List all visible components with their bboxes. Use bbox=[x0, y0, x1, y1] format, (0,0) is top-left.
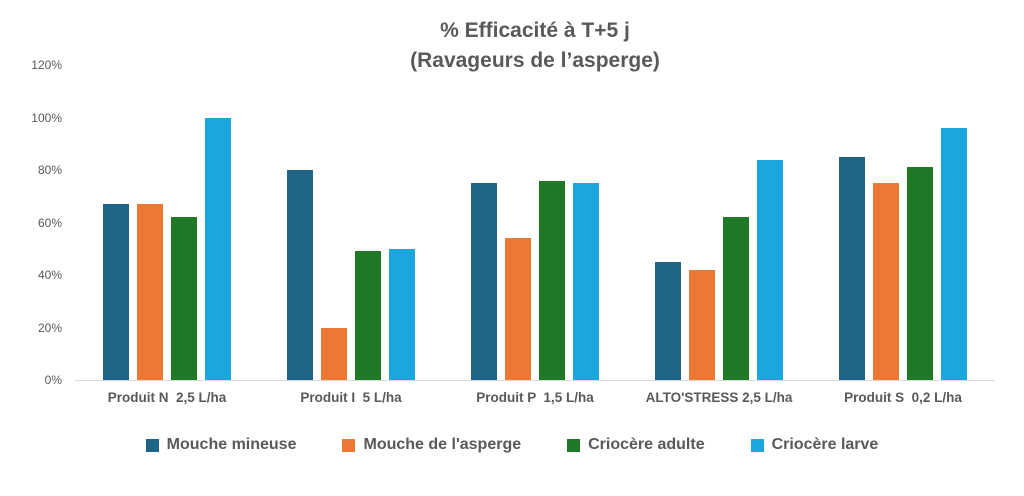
y-tick-label: 80% bbox=[37, 163, 62, 177]
bar bbox=[723, 217, 749, 380]
bar bbox=[505, 238, 531, 380]
bar bbox=[689, 269, 715, 380]
bar bbox=[205, 117, 231, 380]
plot-area bbox=[75, 65, 995, 381]
legend: Mouche mineuse Mouche de l'asperge Criocèr… bbox=[0, 436, 1024, 454]
legend-item: Mouche de l'asperge bbox=[342, 436, 521, 454]
y-tick-label: 100% bbox=[31, 110, 62, 125]
y-tick-label: 0% bbox=[44, 373, 62, 387]
y-tick-label: 20% bbox=[37, 320, 62, 335]
legend-label: Mouche de l'asperge bbox=[363, 436, 522, 453]
legend-item: Criocère larve bbox=[750, 436, 879, 454]
bar bbox=[103, 204, 129, 380]
category-label: Produit N 2,5 L/ha bbox=[107, 390, 227, 405]
x-axis-labels: Produit N 2,5 L/ha Produit I 5 L/ha Produi… bbox=[75, 390, 995, 405]
y-tick-label: 120% bbox=[31, 58, 62, 72]
legend-label: Criocère larve bbox=[771, 436, 879, 453]
category-label: Produit S 0,2 L/ha bbox=[844, 390, 962, 405]
y-tick-label: 60% bbox=[37, 215, 62, 230]
bar bbox=[539, 180, 565, 380]
bar bbox=[137, 204, 163, 380]
bar bbox=[389, 248, 415, 380]
bar-group bbox=[259, 65, 443, 380]
y-axis: 0% 20% 40% 60% 80% 100% 120% bbox=[0, 0, 62, 496]
bar bbox=[655, 261, 681, 380]
chart-title: % Efficacité à T+5 j (Ravageurs de l’asp… bbox=[75, 16, 995, 76]
chart-title-line1: % Efficacité à T+5 j bbox=[440, 19, 630, 42]
bar bbox=[941, 128, 967, 380]
bar bbox=[907, 167, 933, 380]
legend-item: Criocère adulte bbox=[567, 436, 705, 454]
legend-item: Mouche mineuse bbox=[145, 436, 297, 454]
category-label: ALTO'STRESS 2,5 L/ha bbox=[645, 390, 793, 405]
bar bbox=[873, 183, 899, 380]
legend-label: Criocère adulte bbox=[588, 436, 705, 453]
chart-title-line2: (Ravageurs de l’asperge) bbox=[410, 49, 660, 72]
bar bbox=[757, 159, 783, 380]
bar bbox=[321, 327, 347, 380]
bar-group bbox=[75, 65, 259, 380]
bar bbox=[287, 170, 313, 380]
bar bbox=[839, 156, 865, 380]
bar-group bbox=[627, 65, 811, 380]
bar-group bbox=[443, 65, 627, 380]
bar-group bbox=[811, 65, 995, 380]
legend-swatch bbox=[567, 438, 581, 452]
category-label: Produit P 1,5 L/ha bbox=[476, 390, 594, 405]
legend-swatch bbox=[750, 438, 764, 452]
legend-swatch bbox=[342, 438, 356, 452]
legend-swatch bbox=[145, 438, 159, 452]
bar bbox=[573, 183, 599, 380]
bar bbox=[171, 217, 197, 380]
bar bbox=[471, 183, 497, 380]
bar bbox=[355, 251, 381, 380]
y-tick-label: 40% bbox=[37, 268, 62, 282]
category-label: Produit I 5 L/ha bbox=[300, 390, 402, 405]
legend-label: Mouche mineuse bbox=[166, 436, 297, 453]
